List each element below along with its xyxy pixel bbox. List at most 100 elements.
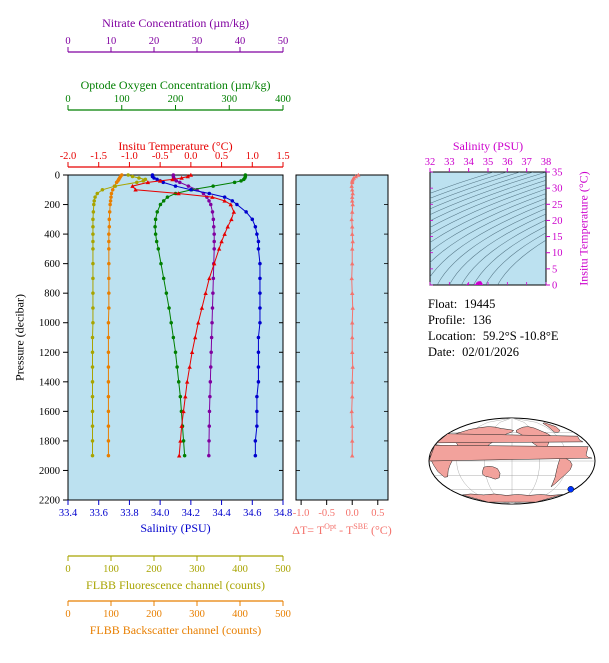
svg-text:20: 20 — [149, 36, 160, 47]
svg-text:-1.0: -1.0 — [121, 151, 138, 162]
svg-text:2000: 2000 — [39, 466, 60, 477]
info-date-label: Date: — [428, 345, 456, 359]
delta-label-part: - T — [336, 523, 354, 537]
delta-label-part: ΔT= T — [292, 523, 325, 537]
svg-text:200: 200 — [168, 94, 184, 105]
delta-label-sup-opt: Opt — [324, 522, 337, 531]
svg-text:400: 400 — [232, 609, 248, 620]
svg-text:600: 600 — [44, 259, 60, 270]
info-location-value: 59.2°S -10.8°E — [482, 329, 559, 343]
svg-text:0.0: 0.0 — [184, 151, 197, 162]
series-backscatter — [106, 173, 124, 458]
series-temperature — [130, 172, 237, 458]
info-profile: Profile: 136 — [428, 312, 559, 328]
svg-text:300: 300 — [221, 94, 237, 105]
svg-text:0: 0 — [65, 564, 70, 575]
svg-text:-2.0: -2.0 — [60, 151, 77, 162]
salinity-axis-title: Salinity (PSU) — [140, 521, 211, 535]
svg-text:200: 200 — [146, 609, 162, 620]
series-delta-t — [349, 172, 361, 458]
svg-text:800: 800 — [44, 289, 60, 300]
svg-text:32: 32 — [425, 157, 436, 168]
temperature-axis-title: Insitu Temperature (°C) — [118, 139, 233, 153]
svg-text:400: 400 — [275, 94, 291, 105]
svg-text:-0.5: -0.5 — [318, 508, 335, 519]
svg-text:30: 30 — [552, 184, 563, 195]
svg-text:0: 0 — [65, 36, 70, 47]
series-salinity — [150, 173, 262, 458]
svg-text:1400: 1400 — [39, 377, 60, 388]
svg-text:34.0: 34.0 — [151, 508, 169, 519]
ts-temperature-axis-title: Insitu Temperature (°C) — [576, 171, 591, 286]
svg-text:15: 15 — [552, 232, 563, 243]
svg-text:200: 200 — [44, 200, 60, 211]
fluorescence-axis-title: FLBB Fluorescence channel (counts) — [86, 578, 265, 592]
ts-salinity-axis-title: Salinity (PSU) — [452, 139, 524, 153]
svg-text:200: 200 — [146, 564, 162, 575]
svg-text:33.4: 33.4 — [59, 508, 78, 519]
ts-plot: 32 33 34 35 36 37 38 0 5 10 15 20 25 30 35 — [425, 157, 563, 292]
svg-text:0.5: 0.5 — [371, 508, 384, 519]
info-location-label: Location: — [428, 329, 476, 343]
svg-text:300: 300 — [189, 564, 205, 575]
svg-text:5: 5 — [552, 264, 557, 275]
svg-text:500: 500 — [275, 564, 291, 575]
svg-text:35: 35 — [483, 157, 494, 168]
svg-text:400: 400 — [44, 230, 60, 241]
profile-plot: 0200400600800100012001400160018002000220… — [39, 36, 292, 620]
svg-text:-1.0: -1.0 — [293, 508, 310, 519]
svg-text:1800: 1800 — [39, 436, 60, 447]
svg-text:400: 400 — [232, 564, 248, 575]
nitrate-axis-title: Nitrate Concentration (µm/kg) — [102, 16, 249, 30]
info-float-value: 19445 — [464, 297, 496, 311]
svg-text:25: 25 — [552, 200, 563, 211]
isopycnal-contours — [430, 172, 546, 285]
float-info-block: Float: 19445 Profile: 136 Location: 59.2°S … — [428, 296, 559, 360]
info-profile-label: Profile: — [428, 313, 466, 327]
svg-text:0: 0 — [55, 171, 60, 182]
svg-text:300: 300 — [189, 609, 205, 620]
svg-text:34: 34 — [463, 157, 474, 168]
svg-text:34.6: 34.6 — [243, 508, 261, 519]
svg-text:33: 33 — [444, 157, 455, 168]
backscatter-axis-title: FLBB Backscatter channel (counts) — [89, 623, 262, 637]
delta-label-part: (°C) — [367, 523, 392, 537]
svg-text:1000: 1000 — [39, 318, 60, 329]
svg-text:30: 30 — [192, 36, 203, 47]
info-location: Location: 59.2°S -10.8°E — [428, 328, 559, 344]
svg-text:1.5: 1.5 — [276, 151, 289, 162]
oxygen-axis-title: Optode Oxygen Concentration (µm/kg) — [80, 78, 271, 92]
svg-text:34.4: 34.4 — [212, 508, 231, 519]
info-profile-value: 136 — [472, 313, 492, 327]
delta-label-sup-sbe: SBE — [353, 522, 368, 531]
svg-text:37: 37 — [521, 157, 532, 168]
svg-text:33.6: 33.6 — [90, 508, 108, 519]
delta-t-axis-title: ΔT= TOpt - TSBE (°C) — [252, 522, 432, 538]
series-oxygen — [153, 173, 248, 458]
svg-text:50: 50 — [278, 36, 289, 47]
svg-text:1.0: 1.0 — [246, 151, 259, 162]
svg-text:100: 100 — [103, 609, 119, 620]
map-content — [429, 418, 595, 504]
svg-text:500: 500 — [275, 609, 291, 620]
svg-text:0.5: 0.5 — [215, 151, 228, 162]
svg-text:40: 40 — [235, 36, 246, 47]
svg-text:10: 10 — [552, 248, 563, 259]
pressure-axis-title: Pressure (decibar) — [12, 294, 27, 381]
info-date-value: 02/01/2026 — [462, 345, 520, 359]
svg-text:-0.5: -0.5 — [152, 151, 169, 162]
svg-text:2200: 2200 — [39, 496, 60, 507]
info-float-label: Float: — [428, 297, 458, 311]
svg-text:0: 0 — [65, 609, 70, 620]
svg-text:34.2: 34.2 — [182, 508, 200, 519]
svg-text:0: 0 — [552, 281, 557, 292]
svg-text:38: 38 — [541, 157, 552, 168]
svg-text:100: 100 — [114, 94, 130, 105]
series-fluorescence — [90, 173, 148, 458]
svg-text:100: 100 — [103, 564, 119, 575]
svg-text:1600: 1600 — [39, 407, 60, 418]
delta-plot: -1.0 -0.5 0.0 0.5 — [293, 172, 389, 519]
svg-text:36: 36 — [502, 157, 513, 168]
